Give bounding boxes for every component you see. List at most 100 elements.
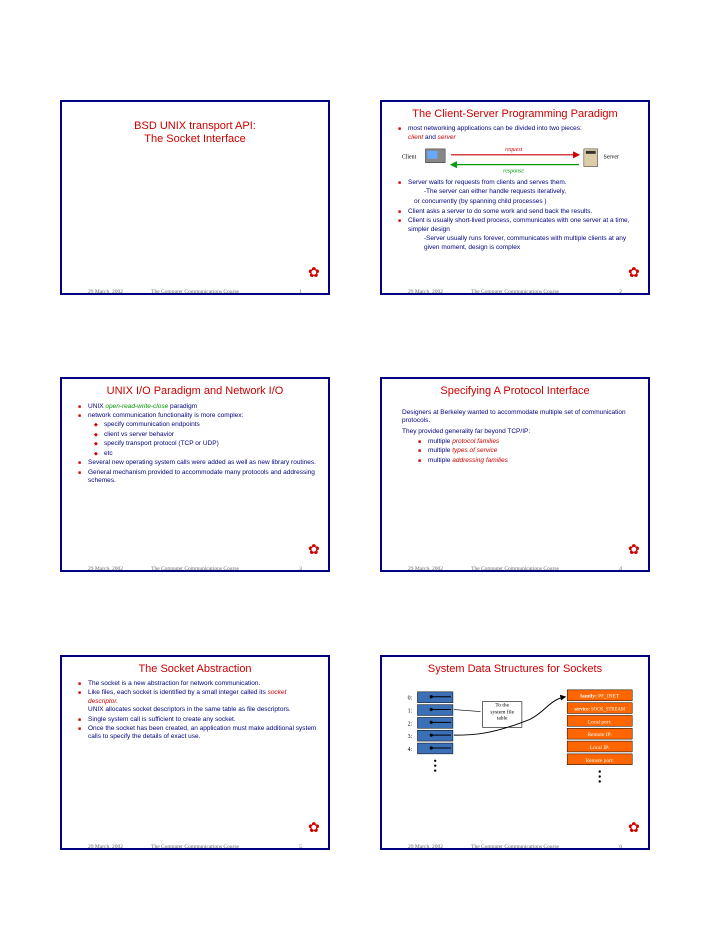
- footer-course: The Computer Communications Course: [382, 289, 648, 295]
- idx: 4:: [408, 747, 413, 753]
- v: Local port:: [588, 719, 612, 725]
- footer-course: The Computer Communications Course: [382, 844, 648, 850]
- v: Remote IP:: [587, 732, 612, 738]
- sub: or concurrently (by spanning child proce…: [408, 198, 638, 206]
- idx: 0:: [408, 696, 413, 702]
- text: most networking applications can be divi…: [408, 125, 582, 132]
- f: service:: [574, 707, 590, 712]
- text: Like files, each socket is identified by…: [88, 689, 268, 696]
- text: Once the socket has been created, an app…: [88, 725, 316, 740]
- text: network communication functionality is m…: [88, 412, 243, 419]
- text: and: [423, 134, 437, 141]
- em: client: [408, 134, 423, 141]
- em: protocol families: [452, 438, 499, 445]
- slide-6: System Data Structures for Sockets 0: 1:…: [380, 655, 650, 850]
- sub: multiple protocol families: [422, 438, 628, 446]
- footer-course: The Computer Communications Course: [62, 844, 328, 850]
- slide-5: The Socket Abstraction The socket is a n…: [60, 655, 330, 850]
- sub: Server usually runs forever, communicate…: [418, 235, 638, 252]
- logo-icon: ✿: [308, 820, 322, 834]
- bullet: network communication functionality is m…: [82, 412, 318, 458]
- slide-title: BSD UNIX transport API: The Socket Inter…: [66, 120, 324, 146]
- bullet: Like files, each socket is identified by…: [82, 689, 318, 714]
- footer-num: 6: [619, 844, 622, 850]
- bullet: Once the socket has been created, an app…: [82, 725, 318, 742]
- footer-num: 2: [619, 289, 622, 295]
- logo-icon: ✿: [628, 820, 642, 834]
- slide-body: The socket is a new abstraction for netw…: [62, 680, 328, 742]
- sysfile-label: To the system file table: [482, 703, 521, 722]
- bullet: Server waits for requests from clients a…: [402, 179, 638, 207]
- footer-num: 4: [619, 566, 622, 572]
- logo-icon: ✿: [308, 542, 322, 556]
- sub: multiple types of service: [422, 447, 628, 455]
- em: types of service: [452, 447, 497, 454]
- client-label: Client: [402, 155, 417, 161]
- sub: etc: [98, 450, 318, 458]
- v: Local IP:: [590, 745, 610, 751]
- text: They provided generality far beyond TCP/…: [402, 428, 628, 436]
- slide-3: UNIX I/O Paradigm and Network I/O UNIX o…: [60, 377, 330, 572]
- footer-num: 3: [299, 566, 302, 572]
- text: Server waits for requests from clients a…: [408, 179, 567, 186]
- slide-title: UNIX I/O Paradigm and Network I/O: [66, 385, 324, 398]
- slide-2: The Client-Server Programming Paradigm m…: [380, 100, 650, 295]
- logo-icon: ✿: [308, 265, 322, 279]
- text: multiple: [428, 438, 452, 445]
- svg-text:family: PF_INET: family: PF_INET: [580, 694, 620, 700]
- bullet: most networking applications can be divi…: [402, 125, 638, 142]
- sub: client vs server behavior: [98, 431, 318, 439]
- f: family:: [580, 694, 597, 700]
- text: multiple: [428, 447, 452, 454]
- logo-icon: ✿: [628, 542, 642, 556]
- text: UNIX allocates socket descriptors in the…: [88, 706, 318, 714]
- v: PF_INET: [597, 694, 620, 700]
- slide-title: The Client-Server Programming Paradigm: [386, 108, 644, 121]
- sub: multiple addressing families: [422, 457, 628, 465]
- slide-grid: BSD UNIX transport API: The Socket Inter…: [0, 0, 720, 932]
- footer-num: 1: [299, 289, 302, 295]
- slide-1: BSD UNIX transport API: The Socket Inter…: [60, 100, 330, 295]
- svg-text:service: SOCK_STREAM: service: SOCK_STREAM: [574, 707, 626, 712]
- slide-4: Specifying A Protocol Interface Designer…: [380, 377, 650, 572]
- em: server: [438, 134, 456, 141]
- socket-diagram: 0: 1: 2: 3: 4: To the system file table: [382, 680, 648, 828]
- footer-course: The Computer Communications Course: [62, 289, 328, 295]
- slide-title: Specifying A Protocol Interface: [386, 385, 644, 398]
- idx: 1:: [408, 708, 413, 714]
- footer-course: The Computer Communications Course: [382, 566, 648, 572]
- em: open-read-write-close: [105, 403, 168, 410]
- bullet: The socket is a new abstraction for netw…: [82, 680, 318, 688]
- text: paradigm: [168, 403, 197, 410]
- em: addressing families: [452, 457, 508, 464]
- sub: specify transport protocol (TCP or UDP): [98, 440, 318, 448]
- bullet: Several new operating system calls were …: [82, 459, 318, 467]
- bullet: Client is usually short-lived process, c…: [402, 217, 638, 252]
- v: Remote port:: [586, 758, 615, 764]
- server-label: Server: [604, 155, 619, 161]
- idx: 2:: [408, 721, 413, 727]
- bullet: UNIX open-read-write-close paradigm: [82, 403, 318, 411]
- v: SOCK_STREAM: [590, 707, 626, 712]
- text: UNIX: [88, 403, 105, 410]
- logo-icon: ✿: [628, 265, 642, 279]
- slide-body: Designers at Berkeley wanted to accommod…: [382, 403, 648, 466]
- slide-body: most networking applications can be divi…: [382, 125, 648, 252]
- footer-num: 5: [299, 844, 302, 850]
- idx: 3:: [408, 734, 413, 740]
- bullet: General mechanism provided to accommodat…: [82, 469, 318, 486]
- text: Client is usually short-lived process, c…: [408, 217, 629, 232]
- client-server-diagram: Client Server request response: [392, 143, 638, 176]
- slide-title: The Socket Abstraction: [66, 663, 324, 676]
- fd-table: 0: 1: 2: 3: 4:: [408, 692, 453, 772]
- bullet: Single system call is sufficient to crea…: [82, 716, 318, 724]
- bullet: Client asks a server to do some work and…: [402, 208, 638, 216]
- socket-struct: family: PF_INET service: SOCK_STREAM Loc…: [567, 690, 632, 783]
- request-label: request: [505, 147, 522, 153]
- footer-course: The Computer Communications Course: [62, 566, 328, 572]
- sub: specify communication endpoints: [98, 421, 318, 429]
- text: Designers at Berkeley wanted to accommod…: [402, 409, 628, 426]
- text: multiple: [428, 457, 452, 464]
- slide-body: UNIX open-read-write-close paradigm netw…: [62, 403, 328, 486]
- sub: The server can either handle requests it…: [418, 188, 638, 197]
